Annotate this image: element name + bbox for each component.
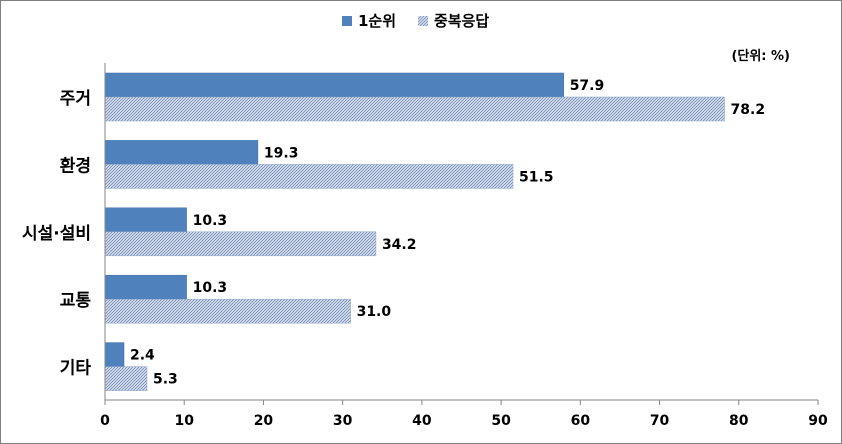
value-label-rank1-2: 10.3 xyxy=(193,213,228,229)
x-tick-label-0: 0 xyxy=(100,413,110,429)
bar-multiple-4 xyxy=(104,366,148,391)
category-label-2: 시설·설비 xyxy=(22,224,91,244)
value-label-rank1-4: 2.4 xyxy=(130,348,155,364)
x-tick-label-8: 80 xyxy=(729,413,749,429)
value-label-rank1-3: 10.3 xyxy=(193,280,228,296)
value-label-multiple-0: 78.2 xyxy=(731,102,766,118)
legend-label-rank1: 1순위 xyxy=(358,12,396,30)
legend: 1순위 중복응답 xyxy=(342,12,489,30)
bar-rank1-4 xyxy=(104,342,125,367)
value-label-multiple-2: 34.2 xyxy=(382,237,417,253)
x-tick-label-2: 20 xyxy=(254,413,274,429)
bar-rank1-2 xyxy=(104,207,187,233)
category-label-1: 환경 xyxy=(60,156,91,176)
category-label-3: 교통 xyxy=(60,291,92,311)
legend-swatch-rank1 xyxy=(342,16,352,26)
category-label-0: 주거 xyxy=(60,89,91,109)
value-label-multiple-3: 31.0 xyxy=(357,304,392,320)
bars-group xyxy=(104,72,725,391)
legend-label-multiple: 중복응답 xyxy=(434,12,489,30)
bar-rank1-1 xyxy=(104,140,259,165)
x-tick-label-1: 10 xyxy=(174,413,194,429)
unit-note: (단위: %) xyxy=(731,48,790,64)
bar-rank1-3 xyxy=(104,274,187,300)
x-tick-label-3: 30 xyxy=(333,413,353,429)
legend-swatch-multiple xyxy=(418,16,428,26)
x-axis-ticks-group: 0 10 20 30 40 50 60 70 80 90 xyxy=(100,400,828,429)
x-tick-label-9: 90 xyxy=(808,413,828,429)
x-tick-label-4: 40 xyxy=(412,413,432,429)
value-label-multiple-4: 5.3 xyxy=(153,372,178,388)
value-label-multiple-1: 51.5 xyxy=(519,169,554,185)
bar-multiple-1 xyxy=(104,164,514,189)
x-tick-label-5: 50 xyxy=(491,413,511,429)
bar-multiple-0 xyxy=(104,96,725,122)
value-label-rank1-0: 57.9 xyxy=(570,78,605,94)
bar-rank1-0 xyxy=(104,72,564,98)
category-label-4: 기타 xyxy=(60,359,92,379)
bar-multiple-2 xyxy=(104,231,377,257)
value-labels-group: 57.9 78.2 19.3 51.5 10.3 34.2 10.3 31.0 2.4 5.3 xyxy=(130,78,765,388)
x-tick-label-6: 60 xyxy=(571,413,591,429)
x-tick-label-7: 70 xyxy=(650,413,670,429)
bar-multiple-3 xyxy=(104,298,351,324)
value-label-rank1-1: 19.3 xyxy=(264,145,299,161)
